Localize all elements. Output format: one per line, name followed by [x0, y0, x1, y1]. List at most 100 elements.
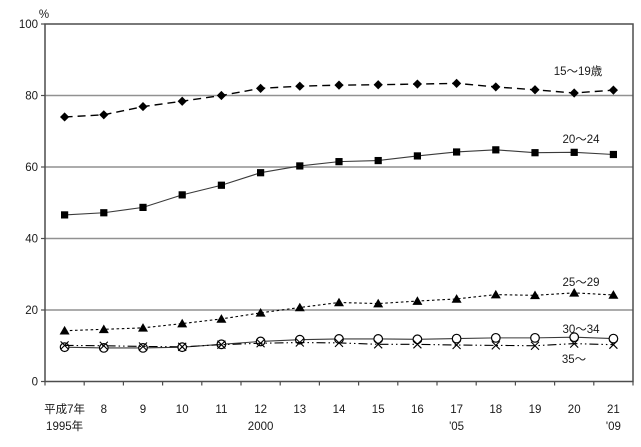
series-2: [59, 288, 619, 335]
diamond-marker: [569, 88, 579, 98]
diamond-marker: [216, 90, 226, 101]
x-tick-sublabel: 2000: [248, 421, 274, 433]
triangle-marker: [451, 294, 462, 303]
y-tick-label: 0: [32, 377, 38, 389]
square-marker: [531, 149, 539, 157]
cross-marker: [99, 341, 109, 351]
series-layer: [59, 78, 619, 353]
triangle-marker: [216, 314, 227, 323]
circle-marker: [530, 332, 540, 343]
triangle-marker: [530, 290, 540, 300]
square-marker: [257, 169, 265, 177]
x-tick-label: 10: [176, 404, 189, 416]
triangle-marker: [490, 289, 501, 299]
cross-marker: [60, 341, 69, 350]
cross-marker: [256, 338, 265, 348]
cross-marker: [491, 341, 501, 350]
grid-layer: [45, 94, 633, 311]
cross-marker: [138, 342, 148, 351]
circle-marker: [59, 342, 70, 353]
x-tick-label: 9: [140, 404, 146, 416]
x-tick-label: 11: [215, 404, 227, 416]
series-label-4: 35〜: [562, 354, 587, 366]
triangle-marker: [334, 297, 344, 307]
cross-marker: [609, 340, 618, 350]
x-tick-label: 21: [607, 404, 620, 416]
circle-marker: [373, 334, 384, 344]
x-tick-label: 18: [489, 404, 502, 416]
diamond-marker: [608, 85, 618, 95]
circle-marker: [451, 333, 462, 344]
triangle-marker: [98, 324, 109, 334]
square-marker: [61, 211, 69, 219]
label-layer: 15〜19歳 20〜24 25〜29 30〜34 35〜: [554, 65, 603, 366]
circle-marker: [138, 342, 148, 353]
square-marker: [139, 203, 147, 211]
triangle-marker: [59, 325, 70, 335]
x-tick-label: 14: [333, 404, 346, 416]
square-marker: [453, 148, 461, 156]
x-tick-label: 15: [372, 404, 385, 416]
diamond-marker: [60, 112, 70, 122]
x-tick-label: 12: [254, 404, 267, 416]
square-marker: [217, 181, 225, 189]
diamond-marker: [295, 81, 305, 91]
square-marker: [335, 158, 343, 166]
plot-border: [44, 23, 634, 383]
x-tick-label: 16: [411, 404, 424, 416]
y-axis-unit-label: %: [39, 9, 49, 21]
cross-marker: [295, 338, 305, 347]
square-marker: [100, 209, 108, 217]
y-tick-label: 60: [25, 162, 38, 174]
triangle-marker: [138, 323, 148, 332]
cross-marker: [452, 340, 461, 350]
series-1: [61, 146, 617, 219]
diamond-marker: [138, 101, 148, 112]
series-3: [59, 332, 619, 353]
diamond-marker: [99, 110, 109, 120]
y-tick-label: 100: [19, 19, 38, 31]
diamond-marker: [334, 80, 344, 90]
triangle-marker: [177, 318, 188, 328]
square-marker: [492, 146, 500, 154]
x-tick-label: 13: [293, 404, 306, 416]
square-marker: [570, 148, 578, 156]
triangle-marker: [608, 290, 619, 299]
cross-marker: [373, 339, 383, 349]
x-tick-label: 20: [568, 404, 581, 416]
cross-marker: [334, 338, 344, 348]
x-tick-sublabel: 1995年: [46, 419, 83, 433]
series-label-3: 30〜34: [562, 324, 600, 336]
x-tick-label: 17: [450, 404, 463, 416]
x-tick-label: 8: [101, 404, 107, 416]
circle-marker: [255, 336, 266, 347]
diamond-marker: [530, 85, 540, 95]
triangle-marker: [412, 296, 423, 305]
triangle-marker: [569, 288, 580, 297]
diamond-marker: [256, 83, 266, 93]
series-0: [60, 78, 618, 122]
diamond-marker: [491, 82, 501, 92]
series-label-0: 15〜19歳: [554, 65, 603, 78]
cross-marker: [530, 341, 540, 351]
square-marker: [178, 191, 186, 199]
x-tick-sublabel: '09: [606, 421, 621, 433]
axis-layer: 0 20 40 60 80 100% 平成7年 8 9 10 11 12 13 14 15 16 17 18 19 2…: [19, 9, 634, 433]
diamond-marker: [452, 78, 462, 88]
cross-marker: [569, 339, 579, 348]
circle-marker: [412, 334, 423, 345]
square-marker: [609, 150, 617, 159]
series-4: [60, 338, 618, 352]
y-tick-label: 40: [25, 234, 38, 246]
square-marker: [374, 156, 382, 165]
triangle-marker: [294, 302, 305, 312]
diamond-marker: [373, 80, 383, 90]
circle-marker: [334, 334, 344, 344]
x-tick-sublabel: '05: [449, 421, 464, 433]
circle-marker: [569, 332, 580, 343]
circle-marker: [608, 333, 619, 344]
series-label-1: 20〜24: [562, 134, 600, 146]
square-marker: [296, 162, 304, 170]
